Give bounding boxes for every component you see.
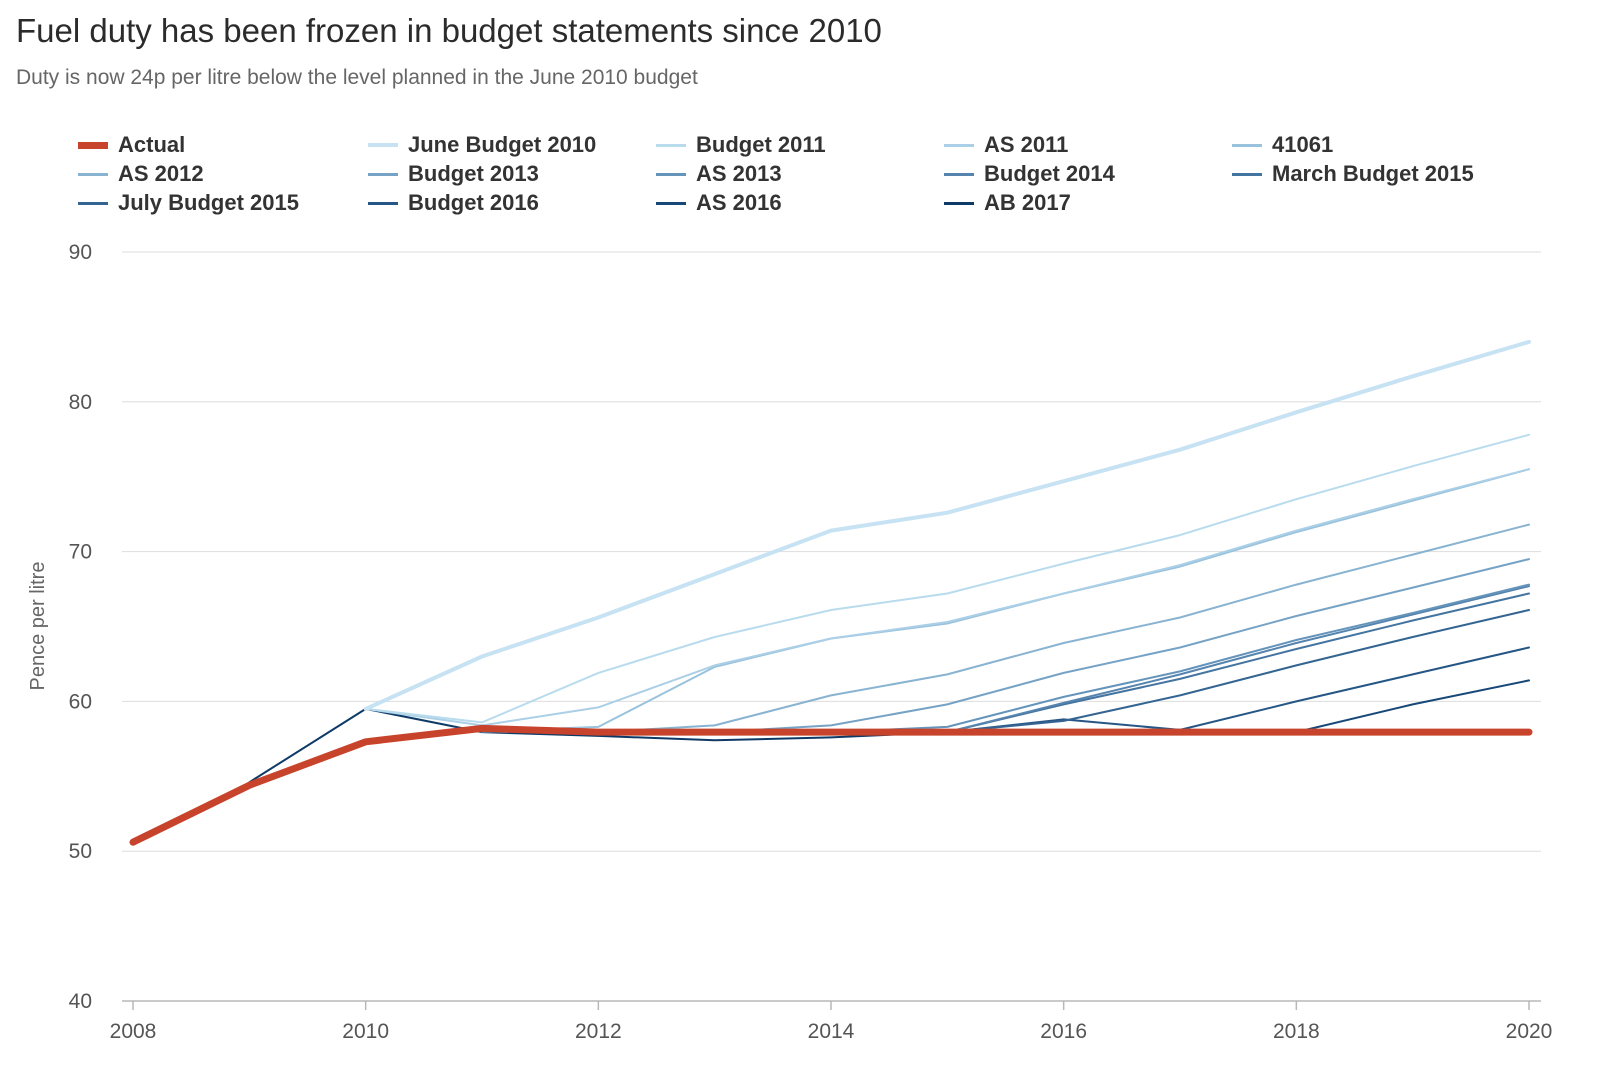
legend-swatch [368, 143, 398, 147]
legend-label: Actual [118, 132, 186, 157]
legend-swatch [78, 172, 108, 176]
legend-swatch [368, 172, 398, 176]
legend-label: AS 2016 [696, 190, 782, 215]
legend-item[interactable]: March Budget 2015 [1232, 159, 1474, 189]
legend-item[interactable]: Budget 2016 [368, 188, 539, 218]
legend-item[interactable]: July Budget 2015 [78, 188, 299, 218]
legend-item[interactable]: Actual [78, 130, 185, 160]
series-line-3 [364, 468, 1530, 727]
series-lines [129, 339, 1533, 846]
axes: 40 50 60 70 80 90 2008 2010 2012 2014 2016 2018 2020 [69, 241, 1553, 1043]
legend-swatch [368, 201, 398, 205]
y-tick-label: 60 [69, 690, 92, 713]
legend-swatch [656, 172, 686, 176]
legend-label: March Budget 2015 [1272, 161, 1474, 186]
y-tick-label: 70 [69, 541, 92, 564]
x-tick-label: 2014 [808, 1020, 855, 1043]
legend-label: AS 2013 [696, 161, 782, 186]
y-axis-title: Pence per litre [27, 562, 49, 691]
legend-item[interactable]: 41061 [1232, 130, 1333, 160]
legend-label: June Budget 2010 [408, 132, 597, 157]
legend-swatch [656, 143, 686, 147]
legend-label: AB 2017 [984, 190, 1071, 215]
series-line-11 [946, 646, 1530, 734]
legend-label: AS 2011 [984, 132, 1069, 157]
legend-item[interactable]: AS 2016 [656, 188, 782, 218]
legend-swatch [944, 201, 974, 205]
legend-swatch [656, 201, 686, 205]
y-tick-label: 90 [69, 241, 92, 264]
legend-item[interactable]: AB 2017 [944, 188, 1071, 218]
legend-swatch [1232, 143, 1262, 147]
legend-swatch [944, 143, 974, 147]
legend-item[interactable]: AS 2011 [944, 130, 1068, 160]
legend-label: Budget 2016 [408, 190, 539, 215]
legend-swatch [78, 141, 108, 149]
legend-item[interactable]: AS 2013 [656, 159, 782, 189]
legend-item[interactable]: June Budget 2010 [368, 130, 596, 160]
legend-swatch [78, 201, 108, 205]
x-tick-label: 2012 [575, 1020, 622, 1043]
legend-swatch [944, 172, 974, 176]
chart-title: Fuel duty has been frozen in budget stat… [16, 12, 882, 49]
y-tick-label: 50 [69, 840, 92, 863]
legend-label: Budget 2014 [984, 161, 1115, 186]
legend-item[interactable]: Budget 2014 [944, 159, 1115, 189]
legend-label: Budget 2013 [408, 161, 539, 186]
y-tick-label: 40 [69, 990, 92, 1013]
legend-item[interactable]: Budget 2011 [656, 130, 826, 160]
legend-label: Budget 2011 [696, 132, 826, 157]
legend-label: 41061 [1272, 132, 1334, 157]
x-tick-label: 2018 [1273, 1020, 1320, 1043]
legend-label: AS 2012 [118, 161, 204, 186]
series-line-0 [129, 724, 1533, 846]
series-line-2 [364, 433, 1530, 724]
x-tick-label: 2016 [1040, 1020, 1087, 1043]
legend-swatch [1232, 172, 1262, 176]
x-tick-label: 2008 [110, 1020, 157, 1043]
chart-subtitle: Duty is now 24p per litre below the leve… [16, 66, 698, 89]
legend-label: July Budget 2015 [118, 190, 299, 215]
grid-lines [122, 251, 1541, 852]
y-tick-label: 80 [69, 391, 92, 414]
x-tick-label: 2010 [342, 1020, 389, 1043]
x-tick-label: 2020 [1506, 1020, 1553, 1043]
series-line-1 [363, 339, 1531, 711]
legend-item[interactable]: Budget 2013 [368, 159, 539, 189]
legend-item[interactable]: AS 2012 [78, 159, 204, 189]
